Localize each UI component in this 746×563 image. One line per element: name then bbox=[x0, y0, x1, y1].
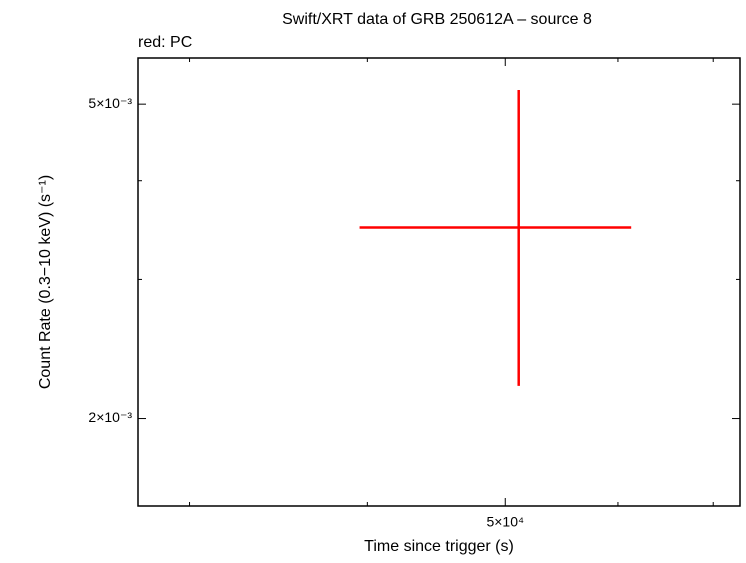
y-axis-label: Count Rate (0.3−10 keV) (s⁻¹) bbox=[37, 175, 54, 389]
chart-title: Swift/XRT data of GRB 250612A – source 8 bbox=[282, 11, 592, 28]
y-tick-label: 5×10⁻³ bbox=[88, 95, 132, 111]
x-tick-label: 5×10⁴ bbox=[486, 514, 524, 530]
plot-frame bbox=[137, 57, 741, 507]
x-axis-label: Time since trigger (s) bbox=[364, 538, 514, 555]
subtitle: red: PC bbox=[138, 34, 192, 51]
y-tick-label: 2×10⁻³ bbox=[88, 409, 132, 425]
